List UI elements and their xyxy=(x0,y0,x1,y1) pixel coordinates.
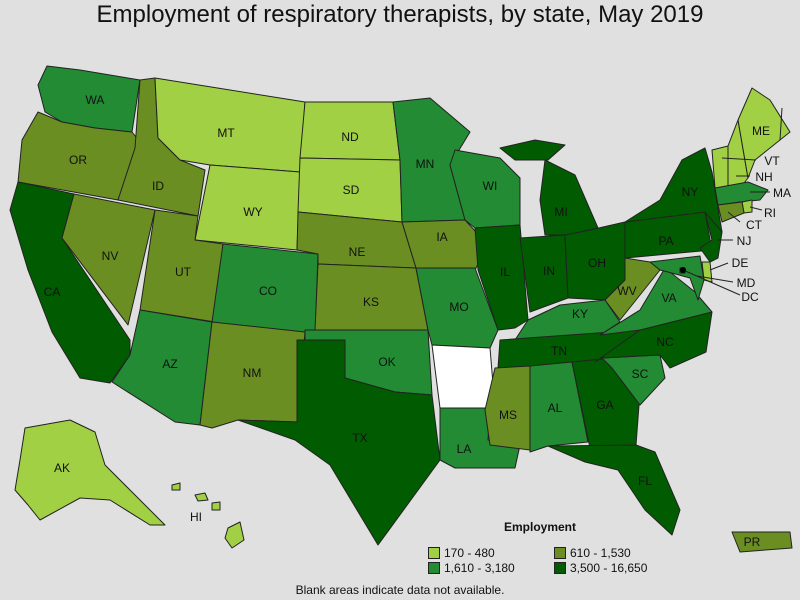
label-al: AL xyxy=(548,401,563,415)
state-ct[interactable] xyxy=(717,201,745,223)
label-tx: TX xyxy=(352,431,367,445)
label-wi: WI xyxy=(483,179,498,193)
state-ar[interactable] xyxy=(431,344,496,409)
label-md: MD xyxy=(737,276,756,290)
state-md[interactable] xyxy=(649,255,705,301)
label-dc: DC xyxy=(741,290,759,304)
state-ak[interactable] xyxy=(14,419,166,526)
label-hi: HI xyxy=(190,510,202,524)
legend-title: Employment xyxy=(504,520,577,534)
label-ut: UT xyxy=(175,265,192,279)
label-nj: NJ xyxy=(737,234,752,248)
state-me[interactable] xyxy=(737,87,791,179)
dc-marker xyxy=(680,267,686,273)
legend-label-2: 610 - 1,530 xyxy=(570,546,631,560)
label-il: IL xyxy=(500,265,510,279)
label-wv: WV xyxy=(617,284,636,298)
label-nm: NM xyxy=(243,366,262,380)
label-ne: NE xyxy=(349,245,366,259)
label-ia: IA xyxy=(436,230,447,244)
label-pa: PA xyxy=(658,234,673,248)
label-nv: NV xyxy=(102,249,119,263)
legend-swatch-4 xyxy=(554,562,566,574)
state-pr[interactable] xyxy=(731,531,793,553)
legend-item-2: 610 - 1,530 xyxy=(554,546,631,560)
state-ms[interactable] xyxy=(484,365,531,451)
label-ca: CA xyxy=(44,285,61,299)
label-or: OR xyxy=(69,153,87,167)
label-oh: OH xyxy=(588,256,606,270)
label-ct: CT xyxy=(746,218,763,232)
label-mt: MT xyxy=(217,126,235,140)
legend-label-4: 3,500 - 16,650 xyxy=(570,561,648,575)
label-mo: MO xyxy=(449,300,468,314)
label-va: VA xyxy=(661,291,676,305)
label-wy: WY xyxy=(243,205,262,219)
label-de: DE xyxy=(732,256,749,270)
label-ok: OK xyxy=(378,355,395,369)
label-me: ME xyxy=(752,124,770,138)
label-nh: NH xyxy=(755,170,772,184)
label-mn: MN xyxy=(416,157,435,171)
state-hi[interactable] xyxy=(171,482,245,549)
legend-item-4: 3,500 - 16,650 xyxy=(554,561,647,575)
label-tn: TN xyxy=(551,344,567,358)
legend-label-3: 1,610 - 3,180 xyxy=(444,561,515,575)
state-mt[interactable] xyxy=(154,77,306,173)
legend-swatch-1 xyxy=(428,547,440,559)
label-pr: PR xyxy=(744,535,761,549)
label-vt: VT xyxy=(764,154,780,168)
footnote: Blank areas indicate data not available. xyxy=(295,583,505,597)
label-wa: WA xyxy=(86,93,105,107)
label-nd: ND xyxy=(341,130,359,144)
label-mi: MI xyxy=(554,205,567,219)
label-fl: FL xyxy=(638,474,652,488)
label-sd: SD xyxy=(343,183,360,197)
legend-swatch-2 xyxy=(554,547,566,559)
label-ks: KS xyxy=(363,295,379,309)
label-la: LA xyxy=(457,442,472,456)
label-ak: AK xyxy=(54,461,70,475)
state-vt[interactable] xyxy=(711,145,729,191)
label-in: IN xyxy=(543,264,555,278)
legend-item-3: 1,610 - 3,180 xyxy=(428,561,515,575)
map-title: Employment of respiratory therapists, by… xyxy=(96,1,704,28)
state-il[interactable] xyxy=(474,224,529,331)
leader-lines xyxy=(682,107,783,296)
label-co: CO xyxy=(259,284,277,298)
label-ms: MS xyxy=(499,408,517,422)
label-ri: RI xyxy=(764,206,776,220)
label-az: AZ xyxy=(162,357,177,371)
label-ga: GA xyxy=(596,398,613,412)
label-sc: SC xyxy=(632,367,649,381)
label-ma: MA xyxy=(773,186,791,200)
state-tx[interactable] xyxy=(237,339,441,546)
label-ky: KY xyxy=(572,307,588,321)
label-ny: NY xyxy=(682,185,699,199)
legend-item-1: 170 - 480 xyxy=(428,546,495,560)
state-labels: WA OR CA ID NV MT WY UT AZ CO NM ND SD N… xyxy=(44,93,791,549)
legend-label-1: 170 - 480 xyxy=(444,546,495,560)
label-nc: NC xyxy=(656,335,674,349)
legend-swatch-3 xyxy=(428,562,440,574)
state-nv[interactable] xyxy=(61,193,156,326)
state-fl[interactable] xyxy=(547,444,681,536)
label-id: ID xyxy=(152,179,164,193)
state-al[interactable] xyxy=(529,361,589,453)
